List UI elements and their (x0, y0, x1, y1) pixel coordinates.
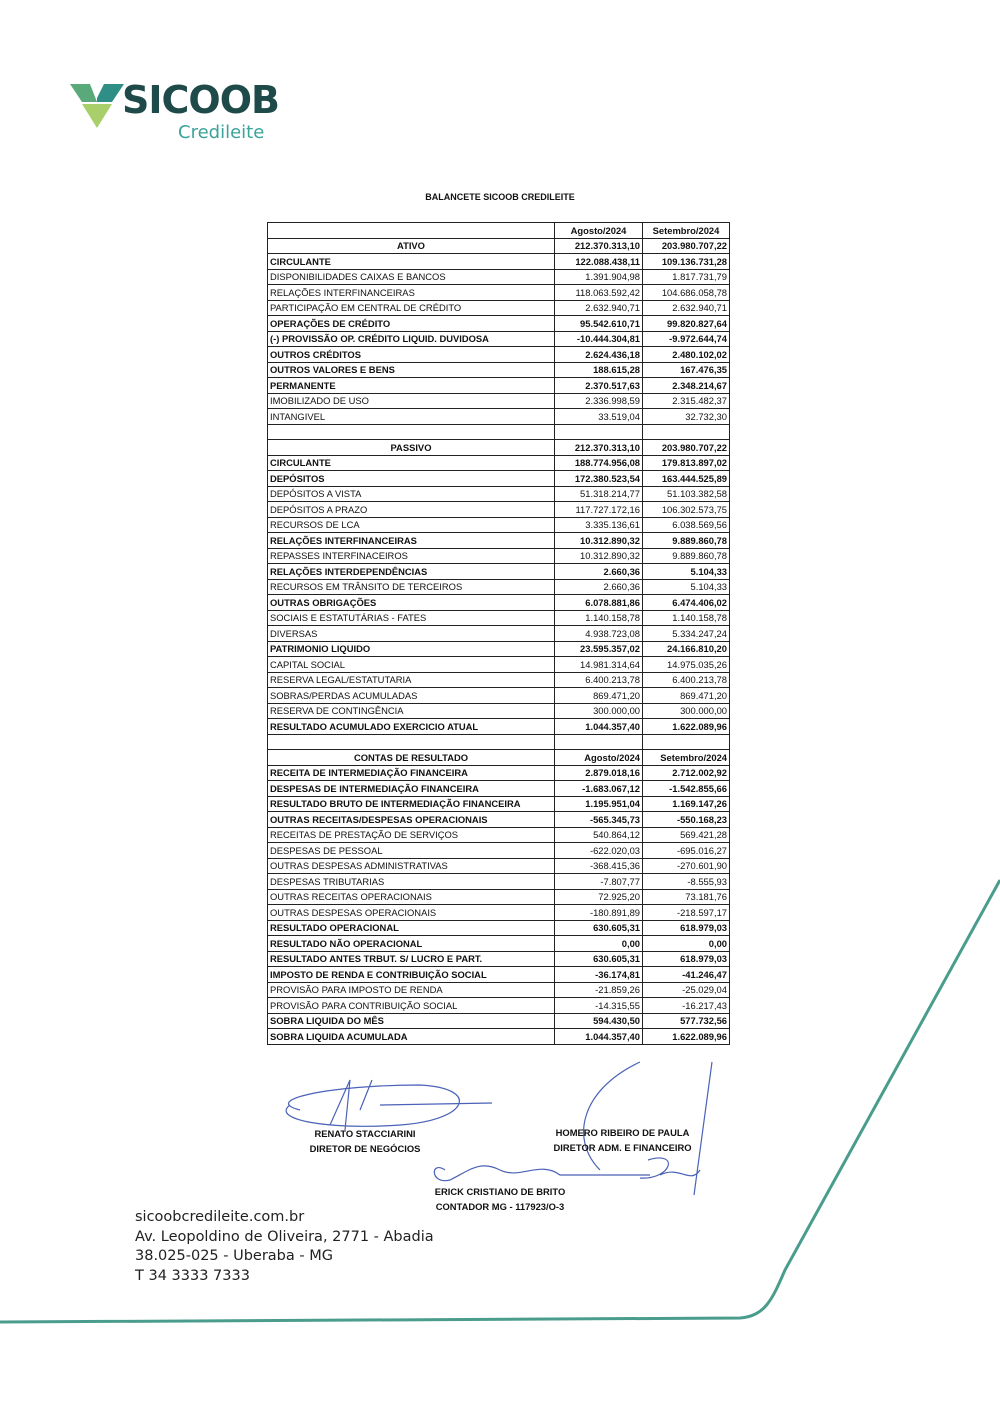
value-agosto: 1.044.357,40 (554, 1028, 643, 1045)
value-setembro: 1.622.089,96 (642, 1028, 730, 1045)
signer-role: DIRETOR DE NEGÓCIOS (309, 1143, 421, 1154)
table-row: RECURSOS EM TRÂNSITO DE TERCEIROS 2.660,3… (267, 578, 730, 595)
value-setembro: 9.889.860,78 (642, 532, 730, 549)
footer-contact: sicoobcredileite.com.br Av. Leopoldino d… (135, 1208, 434, 1286)
table-row: CIRCULANTE 188.774.956,08 179.813.897,02 (267, 454, 730, 471)
footer-address: Av. Leopoldino de Oliveira, 2771 - Abadi… (135, 1228, 434, 1245)
signature-block-erick: ERICK CRISTIANO DE BRITO CONTADOR MG - 1… (420, 1184, 580, 1214)
table-row: PROVISÃO PARA CONTRIBUIÇÃO SOCIAL -14.315… (267, 997, 730, 1014)
value-setembro (642, 424, 730, 440)
sicoob-logo: SICOOB Credileite (70, 78, 280, 146)
table-row: RECEITAS DE PRESTAÇÃO DE SERVIÇOS 540.864… (267, 826, 730, 843)
signature-renato (285, 1079, 493, 1131)
table-row: SOBRA LIQUIDA ACUMULADA 1.044.357,40 1.622… (267, 1028, 730, 1045)
table-row: OUTRAS RECEITAS/DESPESAS OPERACIONAIS -56… (267, 811, 730, 828)
table-row: RELAÇÕES INTERFINANCEIRAS 10.312.890,32 9.… (267, 532, 730, 549)
logo-triangle-icon (70, 84, 124, 128)
signature-erick (433, 1165, 650, 1182)
table-row: INTANGIVEL 33.519,04 32.732,30 (267, 408, 730, 425)
signer-name: HOMERO RIBEIRO DE PAULA (555, 1127, 690, 1138)
value-setembro (642, 734, 730, 750)
signature-homero (583, 1061, 713, 1196)
table-row: CONTAS DE RESULTADO Agosto/2024 Setembro/2… (267, 749, 730, 766)
table-row: OUTRAS DESPESAS ADMINISTRATIVAS -368.415,… (267, 857, 730, 874)
table-row: IMPOSTO DE RENDA E CONTRIBUIÇÃO SOCIAL -3… (267, 966, 730, 983)
logo-subtitle: Credileite (178, 122, 265, 143)
table-row: OUTROS CRÉDITOS 2.624.436,18 2.480.102,02 (267, 346, 730, 363)
footer-website[interactable]: sicoobcredileite.com.br (135, 1209, 305, 1225)
table-row: OUTRAS RECEITAS OPERACIONAIS 72.925,20 73.… (267, 888, 730, 905)
signer-role: DIRETOR ADM. E FINANCEIRO (553, 1142, 692, 1153)
signer-role: CONTADOR MG - 117923/O-3 (435, 1201, 565, 1212)
table-row: DEPÓSITOS A PRAZO 117.727.172,16 106.302.5… (267, 501, 730, 518)
signer-name: ERICK CRISTIANO DE BRITO (434, 1186, 566, 1197)
value-setembro: 32.732,30 (642, 408, 730, 425)
table-row: RESERVA LEGAL/ESTATUTARIA 6.400.213,78 6.4… (267, 671, 730, 688)
logo-wordmark: SICOOB (122, 78, 280, 122)
signature-block-renato: RENATO STACCIARINI DIRETOR DE NEGÓCIOS (290, 1126, 440, 1156)
table-row: DEPÓSITOS 172.380.523,54 163.444.525,89 (267, 470, 730, 487)
table-row: PROVISÃO PARA IMPOSTO DE RENDA -21.859,26… (267, 981, 730, 998)
document-title: BALANCETE SICOOB CREDILEITE (425, 192, 575, 202)
footer-city: 38.025-025 - Uberaba - MG (135, 1248, 333, 1264)
table-row: RECURSOS DE LCA 3.335.136,61 6.038.569,56 (267, 516, 730, 533)
footer-accent-curve (0, 879, 1000, 1324)
value-agosto: 33.519,04 (554, 408, 643, 425)
table-row: PERMANENTE 2.370.517,63 2.348.214,67 (267, 377, 730, 394)
table-row: RESULTADO BRUTO DE INTERMEDIAÇÃO FINANCE… (267, 795, 730, 812)
table-row: RESULTADO ACUMULADO EXERCICIO ATUAL 1.044… (267, 718, 730, 735)
table-row: RELAÇÕES INTERFINANCEIRAS 118.063.592,42 1… (267, 284, 730, 301)
table-row: OUTROS VALORES E BENS 188.615,28 167.476,3… (267, 361, 730, 378)
signer-name: RENATO STACCIARINI (314, 1128, 416, 1139)
footer-phone: T 34 3333 7333 (135, 1267, 250, 1284)
table-row: RESERVA DE CONTINGÊNCIA 300.000,00 300.000… (267, 702, 730, 719)
table-row: PATRIMONIO LIQUIDO 23.595.357,02 24.166.81… (267, 640, 730, 657)
table-row: CAPITAL SOCIAL 14.981.314,64 14.975.035,26 (267, 656, 730, 673)
table-row: SOBRA LIQUIDA DO MÊS 594.430,50 577.732,56 (267, 1012, 730, 1029)
table-row: DEPÓSITOS A VISTA 51.318.214,77 51.103.382… (267, 485, 730, 502)
blank-row (267, 424, 730, 440)
signature-block-homero: HOMERO RIBEIRO DE PAULA DIRETOR ADM. E F… (545, 1125, 700, 1155)
blank-row (267, 734, 730, 750)
table-row: DESPESAS DE INTERMEDIAÇÃO FINANCEIRA -1.6… (267, 780, 730, 797)
balance-sheet-table: Agosto/2024 Setembro/2024 ATIVO 212.370.3… (267, 222, 730, 1045)
value-setembro: 1.622.089,96 (642, 718, 730, 735)
